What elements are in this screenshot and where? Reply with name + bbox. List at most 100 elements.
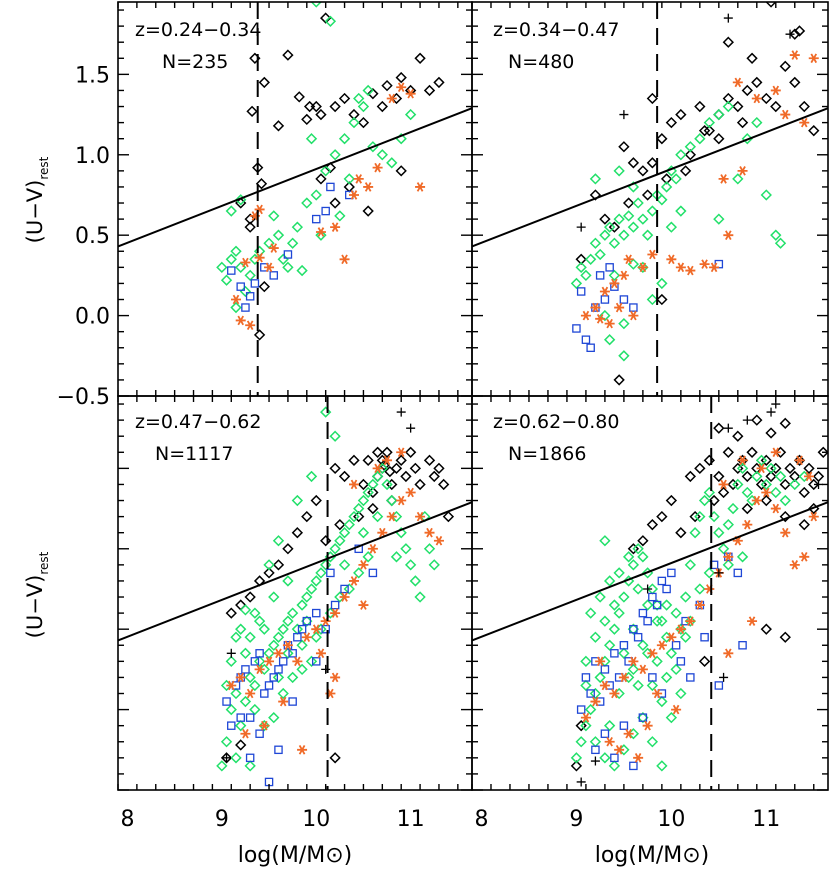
point-black-diamond: [253, 329, 266, 341]
point-green-diamond: [423, 543, 436, 555]
point-black-diamond: [741, 502, 753, 515]
point-black-diamond: [414, 52, 426, 64]
point-green-diamond: [765, 462, 777, 475]
point-black-plus: [714, 568, 724, 578]
point-orange-asterisk: [330, 672, 341, 683]
point-black-diamond: [381, 79, 393, 92]
point-green-diamond: [599, 752, 611, 764]
point-black-diamond: [793, 454, 806, 466]
point-black-diamond: [627, 157, 640, 169]
point-black-diamond: [310, 100, 322, 113]
point-black-plus: [742, 415, 752, 425]
point-green-diamond: [675, 149, 687, 161]
point-green-diamond: [637, 261, 649, 274]
point-green-diamond: [670, 663, 682, 676]
y-tick-label: −0.5: [57, 385, 110, 410]
point-black-diamond: [765, 470, 777, 483]
point-black-diamond: [263, 567, 275, 579]
panel-1-redshift-label: z=0.24−0.34: [135, 19, 261, 41]
panel-1-count-label: N=235: [162, 51, 228, 73]
point-green-diamond: [608, 623, 621, 635]
point-green-diamond: [334, 535, 346, 547]
point-green-diamond: [253, 655, 266, 668]
point-orange-asterisk: [789, 50, 800, 60]
panel-4-lines: [472, 396, 828, 790]
point-green-diamond: [751, 470, 763, 483]
point-green-diamond: [291, 221, 304, 233]
point-green-diamond: [589, 687, 602, 700]
point-green-diamond: [632, 583, 644, 595]
point-orange-asterisk: [311, 624, 322, 634]
point-green-diamond: [603, 720, 616, 732]
point-orange-asterisk: [704, 584, 715, 594]
point-green-diamond: [348, 510, 360, 523]
point-green-diamond: [230, 752, 242, 764]
point-green-diamond: [656, 760, 668, 772]
panel-4: z=0.62−0.80 N=1866: [472, 396, 828, 790]
point-black-diamond: [798, 518, 810, 531]
point-green-diamond: [755, 454, 768, 466]
point-orange-asterisk: [363, 182, 374, 192]
point-orange-asterisk: [780, 527, 791, 538]
point-green-diamond: [670, 173, 682, 185]
point-green-diamond: [656, 194, 668, 206]
point-black-diamond: [746, 446, 758, 458]
point-green-diamond: [305, 583, 318, 595]
point-black-diamond: [301, 113, 313, 126]
point-green-diamond: [282, 615, 294, 627]
point-black-diamond: [371, 470, 384, 483]
point-green-diamond: [570, 752, 583, 764]
point-orange-asterisk: [794, 455, 805, 466]
point-black-plus: [321, 664, 331, 674]
point-green-diamond: [656, 695, 668, 708]
point-black-plus: [723, 423, 733, 433]
point-green-diamond: [580, 655, 592, 668]
point-green-diamond: [684, 559, 697, 571]
point-black-diamond: [755, 478, 768, 491]
point-green-diamond: [722, 518, 734, 531]
point-green-diamond: [589, 736, 602, 748]
point-black-diamond: [765, 2, 777, 8]
point-black-diamond: [246, 105, 258, 118]
point-green-diamond: [751, 116, 763, 129]
point-black-diamond: [357, 478, 370, 491]
point-green-diamond: [594, 671, 606, 684]
point-blue-square: [330, 600, 340, 610]
point-blue-square: [629, 303, 638, 312]
point-blue-square: [619, 721, 629, 730]
point-black-diamond: [390, 462, 403, 475]
svg-text:(U−V)rest: (U−V)rest: [23, 551, 51, 638]
point-green-diamond: [646, 736, 659, 748]
point-blue-square: [227, 266, 236, 275]
point-green-diamond: [580, 679, 592, 692]
point-green-diamond: [253, 245, 266, 257]
point-green-diamond: [694, 510, 706, 523]
point-blue-square: [250, 279, 260, 288]
point-orange-asterisk: [737, 455, 748, 466]
point-orange-asterisk: [723, 552, 734, 562]
panel-frame: [471, 395, 829, 791]
point-green-diamond: [660, 671, 673, 684]
point-green-diamond: [632, 679, 644, 692]
point-black-diamond: [751, 414, 763, 426]
point-green-diamond: [329, 149, 341, 161]
point-black-diamond: [272, 120, 285, 132]
point-orange-asterisk: [339, 254, 350, 265]
point-black-diamond: [684, 470, 697, 483]
point-orange-asterisk: [415, 511, 426, 522]
point-black-diamond: [698, 655, 711, 668]
y-tick-label: 1.5: [75, 63, 110, 88]
point-black-diamond: [732, 462, 744, 475]
point-green-diamond: [599, 535, 611, 547]
panel-2-redshift-label: z=0.34−0.47: [493, 19, 619, 41]
point-orange-asterisk: [315, 648, 326, 659]
point-orange-asterisk: [770, 447, 781, 458]
point-green-diamond: [282, 647, 294, 659]
panel-2-points: [570, 2, 820, 386]
point-green-diamond: [249, 679, 261, 692]
point-green-diamond: [310, 2, 322, 8]
point-blue-square: [591, 745, 600, 755]
point-blue-square: [264, 681, 274, 690]
point-blue-square: [686, 673, 695, 682]
